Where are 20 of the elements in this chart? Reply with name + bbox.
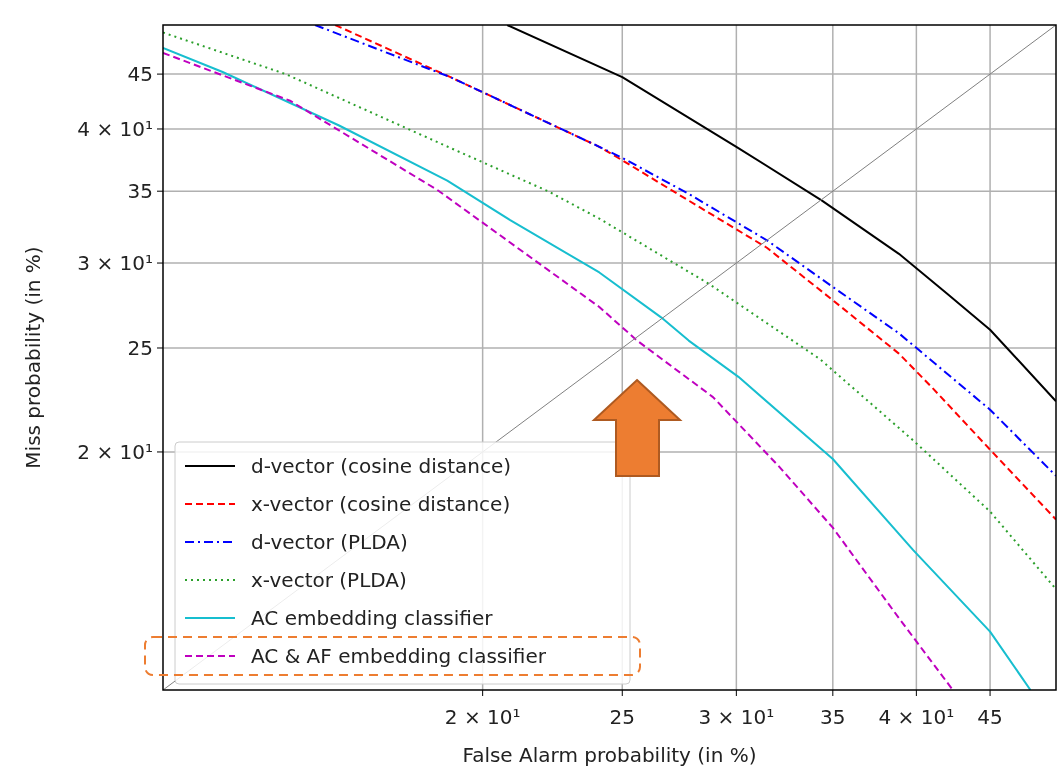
y-axis-title: Miss probability (in %) <box>21 246 45 469</box>
legend-label: AC embedding classifier <box>251 606 494 630</box>
x-tick-label: 45 <box>977 705 1003 729</box>
y-tick-label: 3 × 10¹ <box>77 251 153 276</box>
legend-label: d-vector (cosine distance) <box>251 454 512 478</box>
legend-label: AC & AF embedding classifier <box>251 644 547 668</box>
y-tick-label: 25 <box>127 335 153 360</box>
legend-label: d-vector (PLDA) <box>251 530 408 554</box>
x-tick-label: 4 × 10¹ <box>878 705 955 729</box>
x-tick-label: 25 <box>609 705 635 729</box>
legend-label: x-vector (PLDA) <box>251 568 407 592</box>
y-tick-label: 4 × 10¹ <box>77 116 153 141</box>
x-axis-title: False Alarm probability (in %) <box>462 743 757 767</box>
x-tick-label: 35 <box>820 705 846 729</box>
legend-label: x-vector (cosine distance) <box>251 492 511 516</box>
y-tick-label: 2 × 10¹ <box>77 439 153 464</box>
x-tick-label: 2 × 10¹ <box>444 705 521 729</box>
y-tick-label: 35 <box>127 179 153 204</box>
y-tick-label: 45 <box>127 62 153 87</box>
x-tick-label: 3 × 10¹ <box>698 705 775 729</box>
